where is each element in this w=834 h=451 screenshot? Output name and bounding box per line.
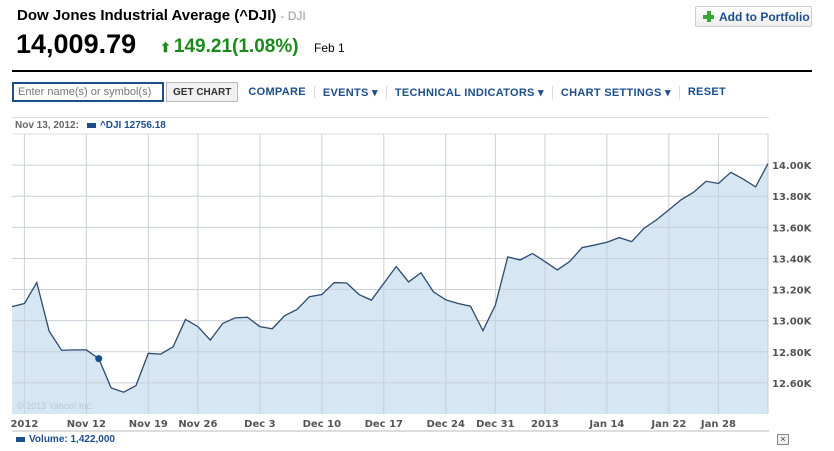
y-tick-label: 12.60K bbox=[772, 379, 813, 390]
technical-indicators-menu[interactable]: TECHNICAL INDICATORS ▾ bbox=[387, 85, 553, 99]
last-price: 14,009.79 bbox=[16, 29, 137, 59]
add-to-portfolio-label: Add to Portfolio bbox=[719, 10, 810, 24]
y-tick-label: 12.80K bbox=[772, 348, 813, 359]
symbol-search-input[interactable] bbox=[12, 82, 164, 102]
y-tick-label: 13.80K bbox=[772, 192, 813, 203]
x-tick-label: 2012 bbox=[10, 419, 38, 430]
x-tick-label: Nov 26 bbox=[178, 419, 217, 430]
x-tick-label: Dec 10 bbox=[303, 419, 341, 430]
chart-panel bbox=[12, 117, 769, 451]
x-tick-label: Jan 22 bbox=[650, 419, 686, 430]
volume-value: Volume: 1,422,000 bbox=[29, 434, 115, 445]
x-tick-label: Dec 31 bbox=[476, 419, 514, 430]
area-fill bbox=[12, 163, 768, 414]
series-value: ^DJI 12756.18 bbox=[99, 120, 166, 131]
y-tick-label: 13.40K bbox=[772, 254, 813, 265]
plus-icon bbox=[703, 11, 714, 22]
events-menu[interactable]: EVENTS ▾ bbox=[315, 85, 387, 99]
get-chart-button[interactable]: GET CHART bbox=[166, 82, 239, 102]
hover-marker bbox=[95, 355, 103, 363]
reset-button[interactable]: RESET bbox=[687, 86, 726, 98]
quote-date: Feb 1 bbox=[314, 41, 345, 55]
chart-settings-menu[interactable]: CHART SETTINGS ▾ bbox=[553, 85, 680, 99]
up-arrow-icon: ⬆ bbox=[160, 40, 171, 55]
x-tick-label: Nov 19 bbox=[129, 419, 168, 430]
volume-legend: Volume: 1,422,000 bbox=[16, 434, 115, 445]
watermark: © 2013 Yahoo! Inc. bbox=[17, 401, 93, 411]
y-tick-label: 13.00K bbox=[772, 317, 813, 328]
volume-divider bbox=[12, 430, 769, 432]
divider bbox=[12, 70, 812, 72]
x-tick-label: Dec 24 bbox=[427, 419, 465, 430]
x-tick-label: Jan 14 bbox=[588, 419, 624, 430]
series-swatch bbox=[86, 122, 96, 128]
index-symbol: - DJI bbox=[280, 9, 306, 23]
x-tick-label: Jan 28 bbox=[700, 419, 736, 430]
y-tick-label: 13.60K bbox=[772, 223, 813, 234]
price-change: ⬆ 149.21(1.08%) bbox=[160, 36, 299, 58]
compare-button[interactable]: COMPARE bbox=[240, 86, 315, 98]
index-name: Dow Jones Industrial Average (^DJI) bbox=[17, 7, 277, 24]
x-tick-label: Nov 12 bbox=[67, 419, 106, 430]
y-tick-label: 14.00K bbox=[772, 161, 813, 172]
x-tick-label: 2013 bbox=[531, 419, 559, 430]
price-line bbox=[11, 163, 769, 393]
close-volume-button[interactable]: × bbox=[777, 434, 789, 445]
x-tick-label: Dec 3 bbox=[244, 419, 275, 430]
add-to-portfolio-button[interactable]: Add to Portfolio bbox=[695, 6, 812, 27]
page-title: Dow Jones Industrial Average (^DJI) - DJI bbox=[17, 7, 306, 24]
chart-toolbar: GET CHART COMPARE EVENTS ▾ TECHNICAL IND… bbox=[12, 82, 734, 102]
change-value: 149.21(1.08%) bbox=[173, 36, 299, 57]
y-tick-label: 13.20K bbox=[772, 286, 813, 297]
hover-date: Nov 13, 2012: bbox=[15, 120, 79, 131]
volume-swatch bbox=[16, 436, 25, 442]
series-legend: ^DJI 12756.18 bbox=[86, 120, 166, 131]
chart-legend: Nov 13, 2012: ^DJI 12756.18 bbox=[15, 120, 166, 131]
x-tick-label: Dec 17 bbox=[365, 419, 403, 430]
